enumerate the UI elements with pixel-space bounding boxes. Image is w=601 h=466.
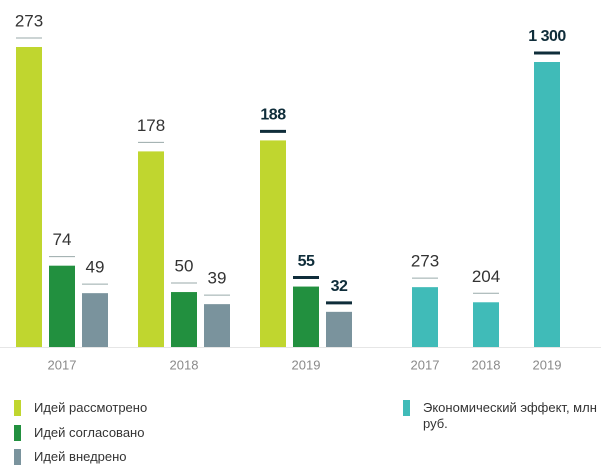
legend-item: Идей рассмотрено — [14, 400, 147, 416]
bar — [82, 293, 108, 347]
x-tick-label: 2017 — [48, 357, 77, 372]
x-tick-label: 2019 — [533, 357, 562, 372]
x-tick-label: 2018 — [472, 357, 501, 372]
value-label: 273 — [15, 11, 43, 30]
bar — [204, 304, 230, 347]
legend-label: Идей согласовано — [34, 425, 145, 440]
value-label: 55 — [298, 253, 315, 270]
value-label: 204 — [472, 267, 500, 286]
bar — [412, 287, 438, 347]
bar — [473, 302, 499, 347]
bar — [534, 62, 560, 347]
legend-swatch — [403, 400, 410, 416]
legend-label: Идей рассмотрено — [34, 400, 148, 415]
x-tick-label: 2017 — [411, 357, 440, 372]
value-label: 178 — [137, 116, 165, 135]
bar — [16, 47, 42, 347]
bar — [326, 311, 352, 347]
legend-item: Экономический эффект, млн руб. — [403, 400, 601, 432]
legend-item: Идей согласовано — [14, 425, 144, 441]
value-label: 273 — [411, 252, 439, 271]
value-label: 1 300 — [528, 28, 566, 45]
legend-swatch — [14, 400, 21, 416]
bar — [138, 151, 164, 347]
value-label: 74 — [53, 230, 72, 249]
bar — [293, 286, 319, 347]
legend-label: Экономический эффект, млн руб. — [423, 400, 597, 431]
legend-label: Идей внедрено — [34, 449, 127, 464]
x-tick-label: 2018 — [170, 357, 199, 372]
bar — [49, 265, 75, 347]
value-label: 188 — [260, 107, 286, 124]
legend-swatch — [14, 425, 21, 441]
legend-item: Идей внедрено — [14, 449, 127, 465]
value-label: 50 — [175, 257, 194, 276]
bar — [260, 140, 286, 347]
bar — [171, 292, 197, 347]
value-label: 39 — [208, 269, 227, 288]
value-label: 32 — [331, 278, 348, 295]
value-label: 49 — [86, 258, 105, 277]
legend-swatch — [14, 449, 21, 465]
x-tick-label: 2019 — [292, 357, 321, 372]
